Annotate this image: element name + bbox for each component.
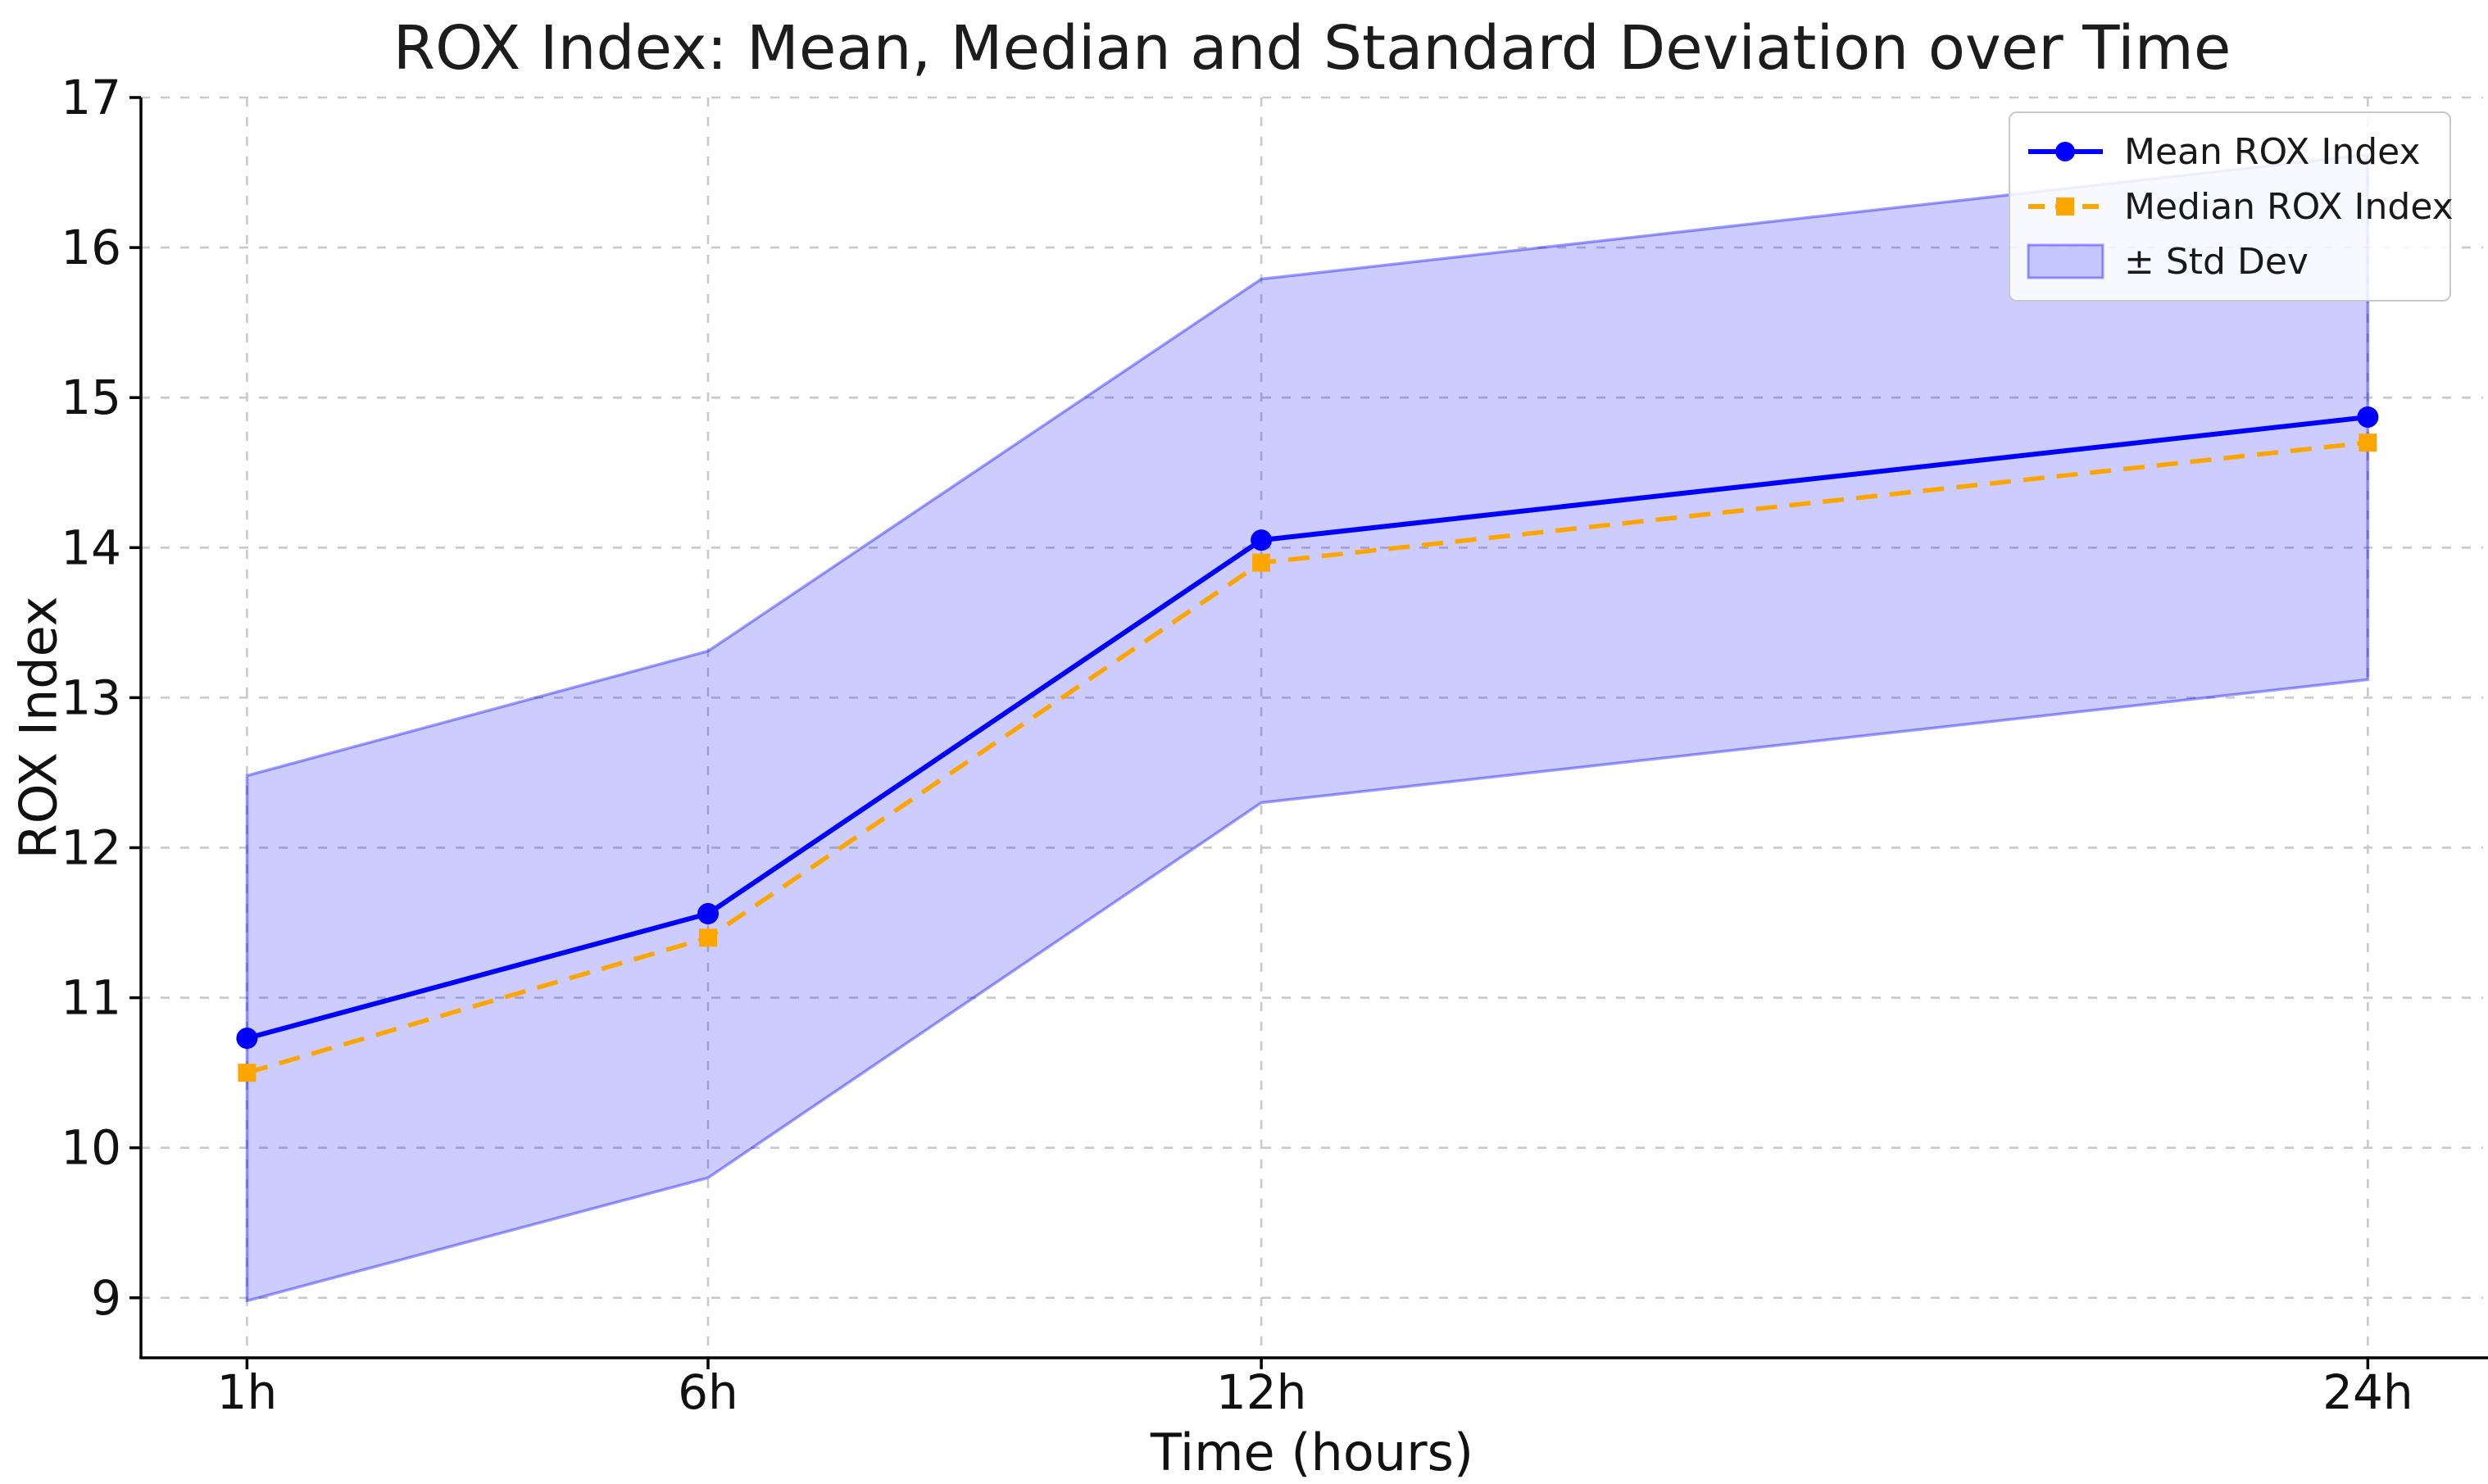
y-tick-label: 17 [61,70,121,125]
mean-marker [2357,406,2379,428]
y-tick-label: 14 [61,520,121,575]
std-band-icon [2027,243,2104,279]
x-tick-label: 12h [1216,1364,1307,1420]
legend: Mean ROX Index Median ROX Index ± Std De… [2009,111,2454,302]
mean-marker [697,903,719,925]
mean-marker [1251,529,1273,551]
mean-marker [236,1028,258,1050]
legend-item-median: Median ROX Index [2027,179,2454,234]
legend-label-mean: Mean ROX Index [2124,130,2421,173]
y-axis-label: ROX Index [8,596,69,860]
y-tick-label: 11 [61,970,121,1026]
median-marker [238,1064,257,1082]
median-marker [1252,553,1271,572]
y-tick-label: 15 [61,370,121,425]
legend-item-stddev: ± Std Dev [2027,234,2433,288]
chart-title: ROX Index: Mean, Median and Standard Dev… [393,13,2231,84]
y-tick-label: 13 [61,669,121,725]
x-tick-label: 6h [678,1364,738,1420]
std-dev-band [245,152,2370,1303]
legend-item-mean: Mean ROX Index [2027,125,2433,179]
median-line-icon [2028,197,2103,216]
median-marker [2359,433,2377,452]
y-tick-label: 9 [91,1270,121,1326]
legend-label-stddev: ± Std Dev [2124,240,2309,283]
legend-label-median: Median ROX Index [2124,185,2454,228]
y-tick-label: 16 [61,220,121,275]
x-axis-label: Time (hours) [1150,1423,1474,1482]
median-marker [698,928,717,947]
x-tick-label: 1h [217,1364,278,1420]
y-tick-label: 10 [61,1120,121,1176]
mean-line [246,415,2368,1041]
x-tick-label: 24h [2322,1364,2413,1420]
mean-line-icon [2028,142,2103,161]
y-tick-label: 12 [61,819,121,875]
median-line [246,440,2368,1075]
